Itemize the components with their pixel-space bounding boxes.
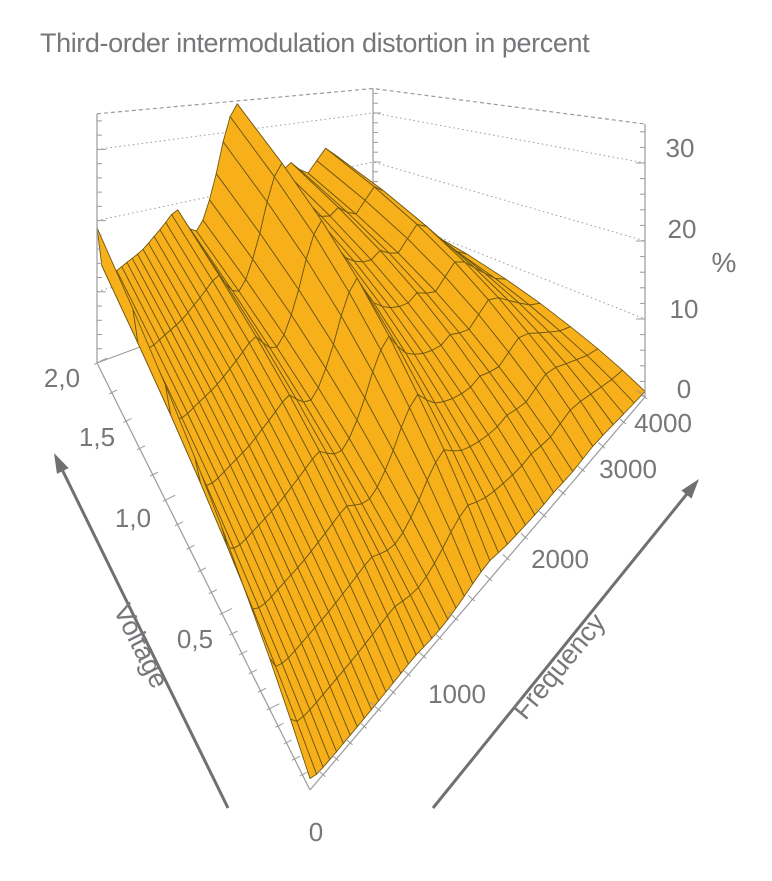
frequency-tick-label: 4000: [634, 408, 692, 438]
axis-tick: [186, 544, 195, 550]
axis-tick: [208, 589, 218, 595]
axis-tick: [467, 594, 476, 602]
percent-tick-label: 20: [668, 214, 697, 244]
voltage-arrow-line: [59, 466, 230, 809]
frequency-axis-name: Frequency: [507, 607, 612, 725]
axis-tick: [136, 445, 146, 451]
axis-tick: [162, 494, 176, 502]
voltage-axis-line: [96, 362, 311, 791]
axis-tick: [359, 722, 367, 729]
axis-tick: [597, 442, 606, 449]
axis-tick: [197, 567, 207, 573]
axis-tick: [558, 488, 566, 496]
percent-tick-label: 10: [670, 294, 699, 324]
axis-tick: [248, 669, 257, 675]
origin-tick-label: 0: [309, 817, 323, 847]
voltage-tick-label: 1,0: [115, 503, 151, 533]
axis-tick: [535, 507, 547, 518]
frequency-arrow-line: [431, 490, 691, 809]
axis-tick: [502, 554, 510, 561]
voltage-tick-label: 2,0: [44, 363, 80, 393]
axis-tick: [577, 465, 586, 473]
axis-tick: [275, 722, 284, 728]
frequency-tick-label: 2000: [531, 544, 589, 574]
voltage-axis-name: Voltage: [108, 599, 175, 693]
axis-tick: [229, 630, 238, 636]
axis-tick: [108, 389, 118, 395]
axis-tick: [345, 738, 353, 746]
axis-tick: [238, 650, 248, 656]
chart-title: Third-order intermodulation distortion i…: [40, 28, 590, 58]
axis-tick: [418, 652, 427, 659]
axis-tick: [403, 670, 411, 677]
surface-patch: [290, 718, 317, 779]
axis-tick: [369, 702, 382, 712]
voltage-arrow-head: [54, 453, 69, 474]
frequency-axis-line: [309, 396, 646, 791]
axis-tick: [123, 418, 132, 423]
axis-tick: [636, 389, 648, 400]
frequency-arrow-head: [681, 479, 699, 499]
frequency-tick-label: 3000: [599, 454, 657, 484]
axis-tick: [299, 771, 308, 777]
frequency-tick-label: 1000: [428, 679, 486, 709]
axis-tick: [520, 532, 529, 540]
axis-tick: [331, 754, 340, 762]
axis-tick: [434, 633, 443, 641]
axis-tick: [219, 608, 232, 616]
percent-tick-label: 0: [677, 374, 691, 404]
axis-tick: [388, 687, 396, 695]
percent-axis-label: %: [712, 247, 737, 278]
axis-tick: [283, 739, 293, 745]
axis-tick: [174, 521, 184, 527]
axis-tick: [257, 687, 267, 693]
axis-tick: [618, 417, 627, 425]
percent-tick-label: 30: [666, 133, 695, 163]
voltage-tick-label: 1,5: [79, 422, 115, 452]
axis-tick: [291, 755, 301, 761]
axis-tick: [447, 611, 459, 622]
box-top-edge: [96, 87, 646, 125]
axis-tick: [266, 703, 280, 711]
axis-tick: [484, 574, 493, 582]
wall-gridline: [96, 112, 646, 164]
voltage-tick-label: 0,5: [177, 624, 213, 654]
axis-tick: [149, 471, 159, 477]
axis-tick: [318, 770, 326, 777]
axis-tick: [94, 357, 108, 365]
